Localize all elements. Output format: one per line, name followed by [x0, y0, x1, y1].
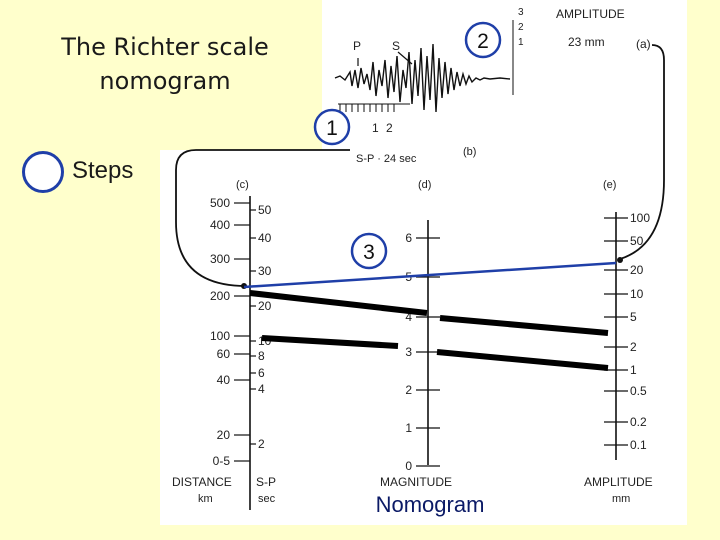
step-marker-1: 1 — [313, 108, 351, 146]
magnitude-ticks — [416, 237, 440, 467]
example-line-lower-left — [261, 335, 399, 349]
distance-label: 40 — [217, 373, 231, 387]
sp-label: 20 — [258, 299, 272, 313]
step-marker-2: 2 — [464, 21, 502, 59]
amplitude-marker-dot — [617, 257, 623, 263]
s-arrival-arrow — [397, 51, 413, 65]
distance-label: 400 — [210, 218, 230, 232]
time-ticks — [339, 104, 395, 112]
amplitude-label: 20 — [630, 263, 644, 277]
amplitude-label: 0.1 — [630, 438, 647, 452]
example-line-upper-right — [439, 315, 609, 336]
panel-label-d: (d) — [418, 179, 431, 191]
seismogram-trace — [334, 43, 511, 113]
time-tick-1: 1 — [372, 121, 379, 135]
amplitude-label: 0.5 — [630, 384, 647, 398]
sp-label: 2 — [258, 437, 265, 451]
amplitude-scale-title: AMPLITUDE — [584, 475, 653, 489]
distance-label: 0-5 — [213, 454, 231, 468]
distance-label: 200 — [210, 289, 230, 303]
panel-label-e: (e) — [603, 179, 616, 191]
amplitude-label: 2 — [630, 340, 637, 354]
side-tick-1: 1 — [518, 37, 524, 48]
distance-unit: km — [198, 493, 213, 505]
time-tick-2: 2 — [386, 121, 393, 135]
distance-ticks — [234, 202, 256, 462]
p-label: P — [353, 39, 361, 53]
example-line-upper-left — [249, 290, 428, 316]
sp-label: 4 — [258, 382, 265, 396]
side-tick-3: 3 — [518, 7, 524, 18]
svg-text:3: 3 — [363, 241, 375, 264]
panel-label-a: (a) — [636, 37, 651, 51]
magnitude-label: 2 — [405, 383, 412, 397]
sp-label: 8 — [258, 349, 265, 363]
side-tick-2: 2 — [518, 22, 524, 33]
example-line-lower-right — [436, 349, 609, 371]
distance-title: DISTANCE — [172, 475, 232, 489]
amplitude-ticks — [604, 217, 628, 446]
amplitude-value: 23 mm — [568, 35, 605, 49]
distance-label: 20 — [217, 428, 231, 442]
panel-label-b: (b) — [463, 146, 476, 158]
panel-label-c: (c) — [236, 179, 249, 191]
s-label: S — [392, 39, 400, 53]
sp-connector-line — [175, 149, 350, 287]
svg-text:2: 2 — [477, 30, 489, 53]
amplitude-label: 50 — [630, 234, 644, 248]
sp-label: 30 — [258, 264, 272, 278]
steps-label: Steps — [72, 157, 134, 184]
amplitude-label: 5 — [630, 310, 637, 324]
amplitude-heading: AMPLITUDE — [556, 7, 625, 21]
distance-label: 60 — [217, 347, 231, 361]
amplitude-label: 0.2 — [630, 415, 647, 429]
sp-label: 6 — [258, 366, 265, 380]
magnitude-label: 1 — [405, 421, 412, 435]
distance-label: 500 — [210, 196, 230, 210]
sp-title: S-P — [256, 475, 276, 489]
distance-label: 300 — [210, 252, 230, 266]
distance-label: 100 — [210, 329, 230, 343]
sp-time-label: S-P · 24 sec — [356, 153, 417, 165]
scale-panel — [160, 150, 687, 525]
amplitude-label: 10 — [630, 287, 644, 301]
magnitude-label: 6 — [405, 231, 412, 245]
steps-legend-circle — [22, 151, 64, 193]
slide-title: The Richter scale nomogram — [61, 33, 269, 95]
sp-label: 50 — [258, 203, 272, 217]
sp-label: 40 — [258, 231, 272, 245]
step-marker-3: 3 — [350, 232, 388, 270]
nomogram-caption: Nomogram — [375, 492, 485, 517]
magnitude-label: 4 — [405, 310, 412, 324]
reading-line — [243, 261, 617, 289]
amplitude-label: 1 — [630, 363, 637, 377]
magnitude-label: 3 — [405, 345, 412, 359]
sp-unit: sec — [258, 493, 276, 505]
amplitude-connector-line — [619, 44, 665, 260]
distance-labels: 500 400 300 200 100 60 40 20 0-5 — [210, 196, 230, 468]
magnitude-title: MAGNITUDE — [380, 475, 452, 489]
amplitude-scale-unit: mm — [612, 493, 630, 505]
svg-text:1: 1 — [326, 117, 338, 140]
magnitude-label: 0 — [405, 459, 412, 473]
amplitude-labels: 100 50 20 10 5 2 1 0.5 0.2 0.1 — [630, 211, 650, 452]
amplitude-label: 100 — [630, 211, 650, 225]
sp-labels: 50403020108642 — [258, 203, 272, 451]
